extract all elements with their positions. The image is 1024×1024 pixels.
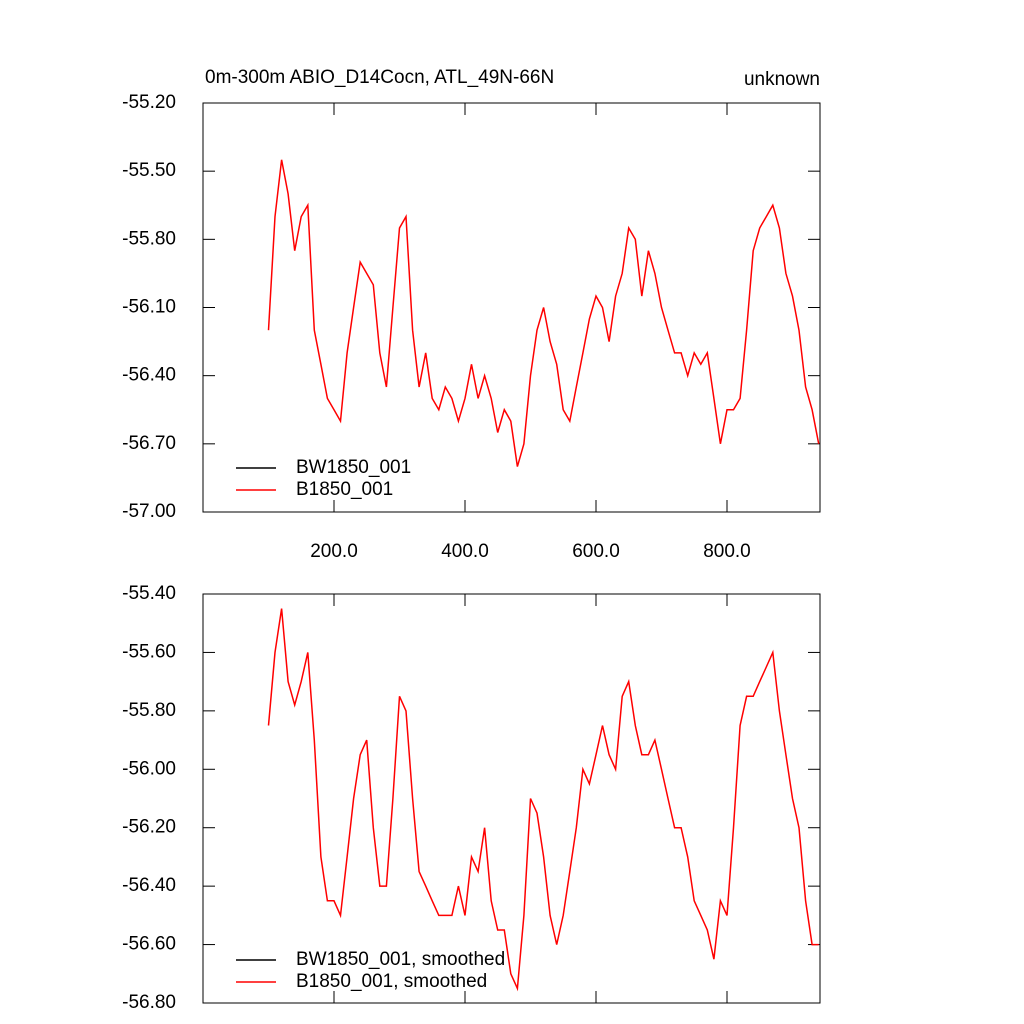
y-tick-label: -57.00	[122, 501, 176, 522]
legend-label: B1850_001	[296, 479, 393, 500]
x-tick-label: 400.0	[441, 541, 489, 562]
y-tick-label: -56.40	[122, 875, 176, 896]
x-tick-label: 600.0	[572, 541, 620, 562]
y-tick-label: -55.60	[122, 641, 176, 662]
y-tick-label: -55.40	[122, 583, 176, 604]
y-tick-label: -55.80	[122, 228, 176, 249]
legend-label: B1850_001, smoothed	[296, 971, 487, 992]
x-tick-label: 200.0	[310, 541, 358, 562]
y-tick-label: -55.80	[122, 700, 176, 721]
y-tick-label: -56.10	[122, 297, 176, 318]
y-tick-label: -56.40	[122, 365, 176, 386]
y-tick-label: -56.20	[122, 817, 176, 838]
y-tick-label: -55.20	[122, 92, 176, 113]
x-tick-label: 800.0	[703, 541, 751, 562]
y-tick-label: -56.70	[122, 433, 176, 454]
series-line	[267, 159, 820, 467]
plot-frame	[202, 102, 821, 513]
y-tick-label: -56.60	[122, 934, 176, 955]
y-tick-label: -56.00	[122, 758, 176, 779]
legend-label: BW1850_001, smoothed	[296, 949, 505, 970]
series-line	[267, 608, 819, 992]
y-tick-label: -56.80	[122, 992, 176, 1013]
chart-title: 0m-300m ABIO_D14Cocn, ATL_49N-66N	[205, 67, 554, 88]
y-tick-label: -55.50	[122, 160, 176, 181]
plot-frame	[202, 593, 821, 1004]
right-title: unknown	[744, 69, 820, 90]
legend-label: BW1850_001	[296, 457, 411, 478]
